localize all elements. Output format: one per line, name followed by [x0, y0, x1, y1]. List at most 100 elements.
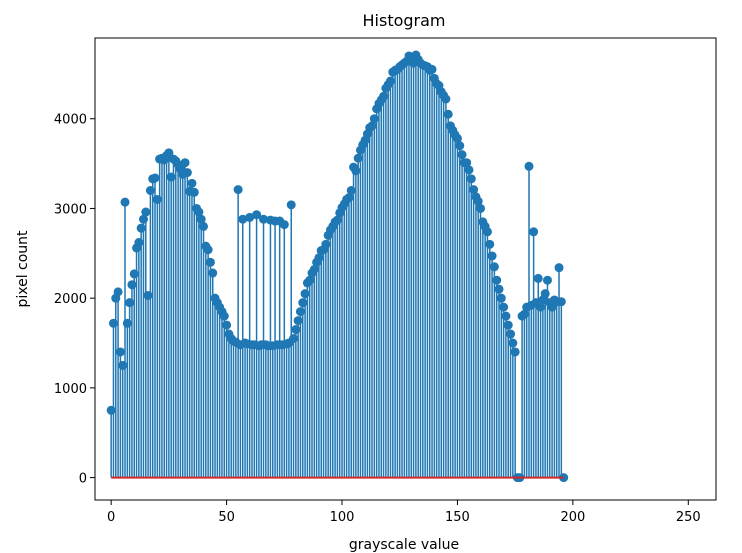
stem-marker [134, 238, 144, 248]
stem-marker [473, 196, 483, 206]
stem-marker [150, 173, 160, 183]
stem-marker [143, 290, 153, 300]
stem-marker [536, 302, 546, 312]
stem-marker [222, 320, 232, 330]
x-tick-label: 0 [107, 510, 115, 525]
stem-marker [443, 109, 453, 119]
stem-marker [351, 166, 361, 176]
stem-marker [476, 203, 486, 213]
stem-marker [533, 273, 543, 283]
stem-marker [492, 275, 502, 285]
stem-marker [529, 227, 539, 237]
stem-marker [466, 174, 476, 184]
stem-marker [462, 158, 472, 168]
stem-marker [510, 347, 520, 357]
stem-marker [113, 287, 123, 297]
stem-marker [427, 64, 437, 74]
x-axis-ticks: 0 50 100 150 200 250 [107, 500, 701, 525]
y-tick-label: 3000 [54, 202, 87, 217]
stem-marker [164, 148, 174, 158]
stem-marker [489, 262, 499, 272]
stem-marker [346, 186, 356, 196]
x-tick-label: 150 [445, 510, 470, 525]
stem-marker [115, 347, 125, 357]
stem-marker [208, 268, 218, 278]
stem-marker [501, 311, 511, 321]
stem-marker [180, 158, 190, 168]
stem-marker [496, 293, 506, 303]
stem-marker [187, 178, 197, 188]
stem-marker [298, 298, 308, 308]
stem-marker [519, 309, 529, 319]
stem-marker [106, 405, 116, 415]
stem-marker [125, 298, 135, 308]
stem-marker [369, 114, 379, 124]
y-axis-label: pixel count [15, 230, 31, 308]
stem-marker [499, 302, 509, 312]
y-axis-ticks: 0 1000 2000 3000 4000 [54, 113, 95, 487]
stem-marker [309, 264, 319, 274]
stem-marker [233, 185, 243, 195]
stem-marker [136, 223, 146, 233]
stem-marker [300, 289, 310, 299]
stem-marker [503, 320, 513, 330]
stem-marker [127, 280, 137, 290]
stem-marker [138, 214, 148, 224]
y-tick-label: 0 [79, 472, 87, 487]
stem-marker [245, 212, 255, 222]
stem-marker [554, 263, 564, 273]
stem-marker [129, 269, 139, 279]
stem-marker [379, 91, 389, 101]
stem-marker [289, 334, 299, 344]
x-axis-label: grayscale value [349, 537, 459, 553]
stem-marker [385, 76, 395, 86]
stem-marker [166, 172, 176, 182]
stem-marker [199, 221, 209, 231]
stem-marker [344, 193, 354, 203]
stem-marker [219, 311, 229, 321]
stem-marker [508, 338, 518, 348]
y-tick-label: 4000 [54, 113, 87, 128]
y-tick-label: 1000 [54, 382, 87, 397]
stem-marker [120, 197, 130, 207]
stem-marker [455, 141, 465, 151]
stem-marker [485, 239, 495, 249]
chart-title: Histogram [363, 11, 446, 30]
stem-marker [314, 253, 324, 263]
stem-marker [332, 215, 342, 225]
stem-marker [286, 200, 296, 210]
stem-marker [203, 245, 213, 255]
stem-marker [524, 161, 534, 171]
axes-frame [94, 37, 717, 501]
stem-marker [487, 251, 497, 261]
stem-marker [291, 325, 301, 335]
stem-marker [367, 121, 377, 131]
stem-marker [189, 187, 199, 197]
stem-marker [293, 316, 303, 326]
stem-marker [452, 133, 462, 143]
stem-marker [196, 214, 206, 224]
stem-marker [238, 214, 248, 224]
plot-area [106, 50, 569, 483]
stem-marker [506, 329, 516, 339]
stem-marker [321, 239, 331, 249]
stem-marker [353, 153, 363, 163]
stem-marker [279, 220, 289, 230]
stem-marker [118, 360, 128, 370]
x-tick-label: 200 [560, 510, 585, 525]
stem-marker [540, 289, 550, 299]
stem-marker [152, 194, 162, 204]
x-tick-label: 50 [218, 510, 235, 525]
stem-marker [145, 186, 155, 196]
stem-marker [542, 275, 552, 285]
stem-marker [469, 185, 479, 195]
stem-marker [205, 257, 215, 267]
stem-marker [305, 275, 315, 285]
x-tick-label: 250 [676, 510, 701, 525]
stem-marker [457, 150, 467, 160]
stem-marker [182, 168, 192, 178]
stem-marker [252, 210, 262, 220]
stem-marker [494, 284, 504, 294]
stem-marker [141, 207, 151, 217]
